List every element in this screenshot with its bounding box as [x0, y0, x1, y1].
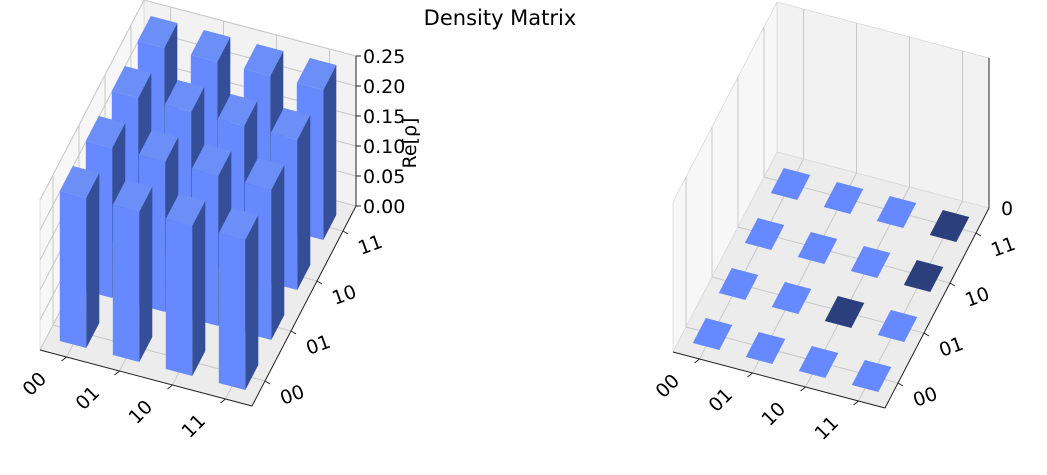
- y-tick-mark: [290, 330, 297, 335]
- bar-tile: [692, 318, 733, 350]
- x-tick-label: 01: [704, 384, 737, 417]
- z-tick-label: 0.20: [363, 76, 405, 98]
- bar-tile: [850, 246, 891, 278]
- bar-side: [86, 173, 100, 348]
- y-tick-mark: [264, 380, 271, 385]
- bar-tile: [798, 346, 839, 378]
- bar-top: [217, 94, 258, 126]
- bar-side: [271, 165, 285, 340]
- bar-top: [165, 194, 206, 226]
- z-tick-label: 0: [1001, 198, 1013, 220]
- y-tick-mark: [923, 332, 930, 337]
- z-tick-label: 0.05: [363, 166, 405, 188]
- y-tick-label: 00: [910, 383, 940, 412]
- x-tick-mark: [694, 358, 700, 364]
- bar-top: [112, 180, 153, 212]
- bar-side: [192, 201, 206, 376]
- z-tick-label: 0.00: [363, 196, 405, 218]
- axis-line: [884, 207, 990, 409]
- y-tick-label: 11: [988, 233, 1018, 262]
- bar-tile: [718, 268, 759, 300]
- page-title: Density Matrix: [423, 6, 577, 30]
- bar-top: [296, 58, 337, 90]
- bar-top: [137, 16, 178, 48]
- z-tick-label: 0.25: [363, 46, 405, 68]
- bar-tile: [876, 196, 917, 228]
- x-tick-label: 11: [810, 412, 843, 445]
- x-tick-mark: [853, 400, 859, 406]
- x-tick-label: 10: [757, 398, 790, 431]
- x-tick-mark: [167, 384, 173, 390]
- grid-line: [39, 0, 357, 201]
- bar-tile: [771, 282, 812, 314]
- bar-front: [165, 219, 193, 376]
- x-tick-mark: [220, 398, 226, 404]
- axis-line: [251, 205, 357, 407]
- axis-line: [672, 351, 886, 409]
- bar-top: [138, 130, 179, 162]
- bar-top: [111, 66, 152, 98]
- bar-top: [243, 44, 284, 76]
- bar-side: [297, 115, 311, 290]
- axis-line: [39, 349, 253, 407]
- z-tick-label: 0.10: [363, 136, 405, 158]
- bar-top: [164, 80, 205, 112]
- bar-top: [244, 158, 285, 190]
- bar-tile: [797, 232, 838, 264]
- x-tick-mark: [114, 370, 120, 376]
- bar-tile: [877, 310, 918, 342]
- bar-top: [59, 166, 100, 198]
- y-tick-mark: [949, 282, 956, 287]
- bar-top: [190, 30, 231, 62]
- bar-front: [59, 191, 87, 348]
- x-tick-mark: [747, 372, 753, 378]
- bar-tile: [929, 210, 970, 242]
- bar-top: [218, 208, 259, 240]
- bar-tile: [823, 182, 864, 214]
- bar-side: [139, 187, 153, 362]
- bar-side: [245, 215, 259, 390]
- bar-tile: [903, 260, 944, 292]
- bar-top: [191, 144, 232, 176]
- bar-top: [85, 116, 126, 148]
- y-tick-mark: [342, 230, 349, 235]
- x-tick-label: 00: [651, 370, 684, 403]
- bar-tile: [745, 332, 786, 364]
- z-tick-label: 0.15: [363, 106, 405, 128]
- bar-tile: [824, 296, 865, 328]
- bar-tile: [770, 168, 811, 200]
- y-tick-label: 01: [936, 333, 966, 362]
- z-axis-label: Re[ρ]: [399, 118, 421, 169]
- x-tick-mark: [61, 356, 67, 362]
- bar-tile: [851, 360, 892, 392]
- bar-front: [112, 205, 140, 362]
- bar-top: [270, 108, 311, 140]
- y-tick-mark: [975, 232, 982, 237]
- bar-side: [323, 65, 337, 240]
- x-tick-mark: [800, 386, 806, 392]
- y-tick-mark: [316, 280, 323, 285]
- y-tick-label: 10: [962, 283, 992, 312]
- y-tick-mark: [897, 382, 904, 387]
- bar-front: [218, 233, 246, 390]
- bar-tile: [744, 218, 785, 250]
